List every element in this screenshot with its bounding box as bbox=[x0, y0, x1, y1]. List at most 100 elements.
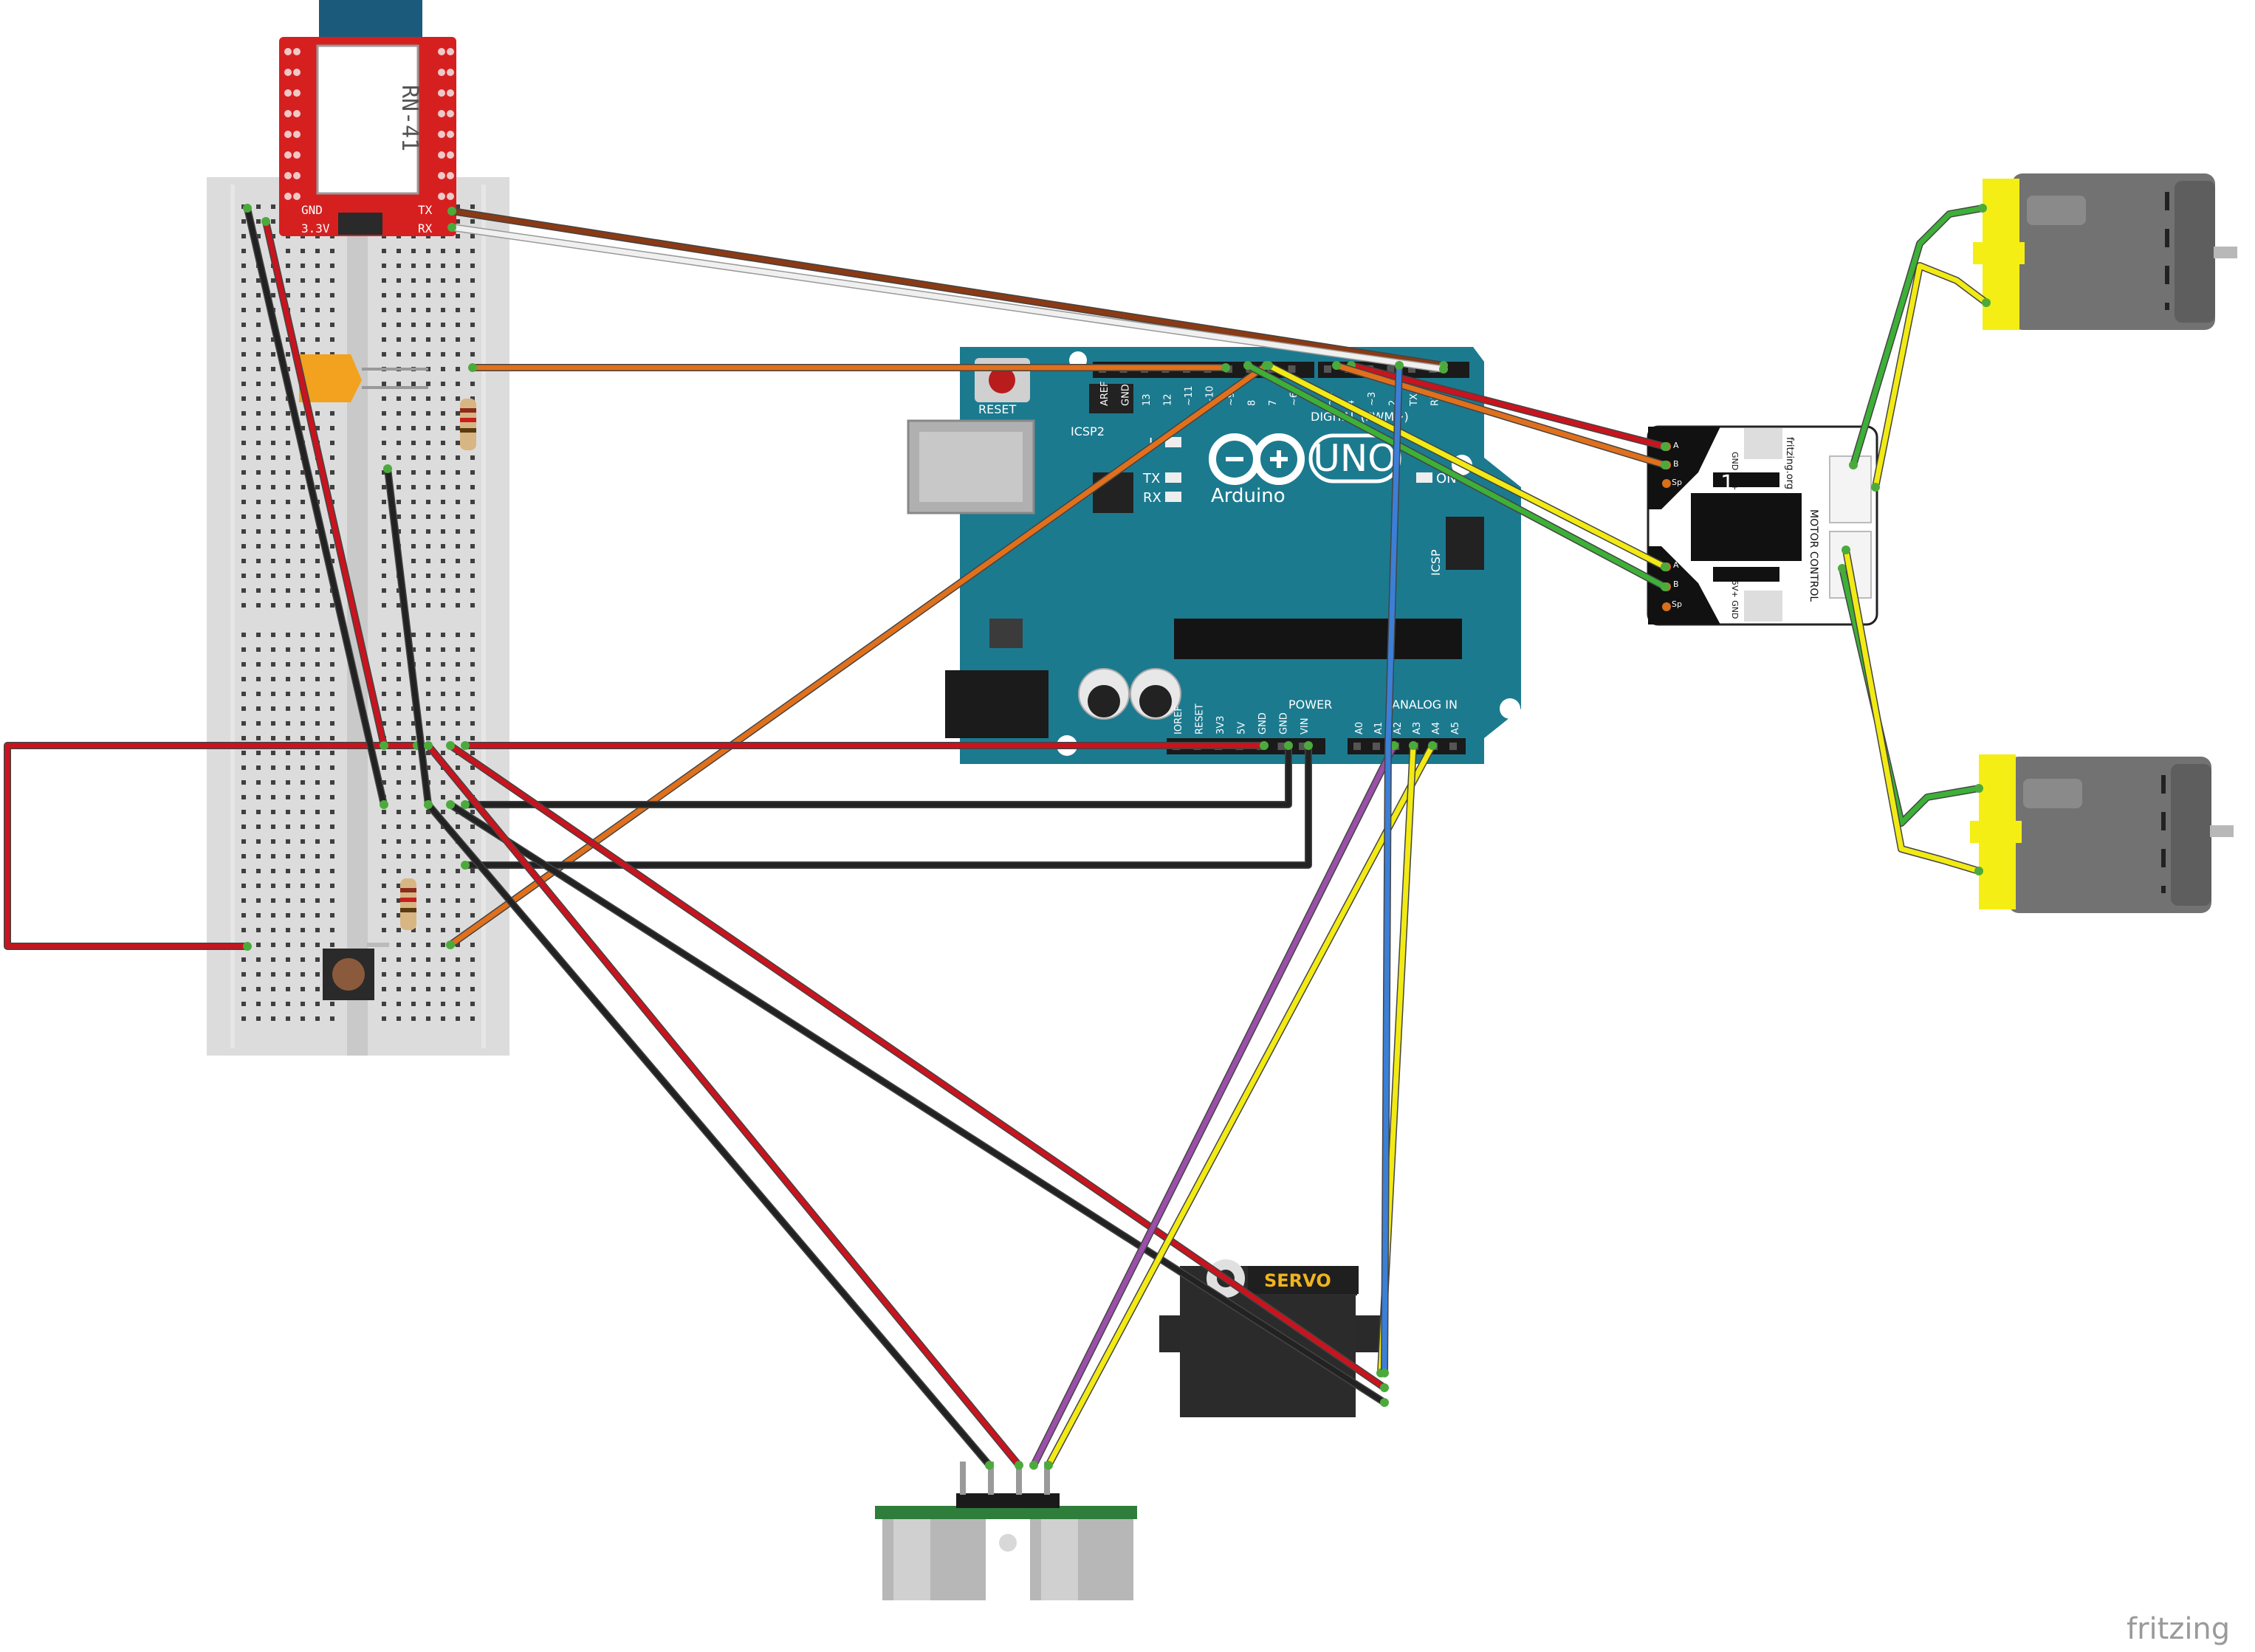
arduino-uno-board: RESET ICSP2 ICSP UNO Arduino TX RX bbox=[907, 347, 1521, 764]
breadboard-hole bbox=[397, 278, 401, 283]
breadboard-hole bbox=[441, 736, 445, 740]
breadboard-hole bbox=[271, 662, 275, 667]
breadboard-hole bbox=[271, 588, 275, 593]
breadboard-hole bbox=[256, 559, 261, 563]
header-pin bbox=[1324, 365, 1331, 373]
breadboard-hole bbox=[301, 736, 305, 740]
breadboard-hole bbox=[286, 441, 290, 445]
breadboard-hole bbox=[256, 308, 261, 312]
breadboard-hole bbox=[271, 721, 275, 726]
breadboard-hole bbox=[301, 810, 305, 814]
breadboard-hole bbox=[256, 411, 261, 416]
breadboard-hole bbox=[301, 706, 305, 711]
channel-2-label: 2 bbox=[1700, 563, 1714, 589]
breadboard-hole bbox=[271, 352, 275, 357]
breadboard-hole bbox=[470, 219, 475, 224]
analog-pin-label: A1 bbox=[1373, 722, 1384, 734]
breadboard-hole bbox=[441, 470, 445, 475]
breadboard-hole bbox=[301, 677, 305, 681]
wire-endpoint bbox=[1661, 582, 1669, 591]
breadboard-hole bbox=[441, 323, 445, 327]
breadboard-hole bbox=[441, 293, 445, 297]
breadboard-hole bbox=[456, 249, 460, 253]
header-pin bbox=[1353, 743, 1361, 750]
breadboard-hole bbox=[411, 529, 416, 534]
breadboard-hole bbox=[441, 751, 445, 755]
wire-endpoint bbox=[1871, 483, 1880, 492]
breadboard-hole bbox=[397, 337, 401, 342]
breadboard-hole bbox=[241, 219, 246, 224]
breadboard-hole bbox=[382, 677, 386, 681]
breadboard-hole bbox=[382, 352, 386, 357]
breadboard-hole bbox=[256, 485, 261, 489]
breadboard-hole bbox=[397, 810, 401, 814]
breadboard-hole bbox=[241, 721, 246, 726]
breadboard-hole bbox=[426, 485, 430, 489]
breadboard-hole bbox=[256, 337, 261, 342]
breadboard-hole bbox=[397, 869, 401, 873]
breadboard-hole bbox=[441, 603, 445, 608]
breadboard-hole bbox=[286, 957, 290, 962]
breadboard-hole bbox=[301, 426, 305, 430]
breadboard-hole bbox=[382, 957, 386, 962]
digital-pin-label: GND bbox=[1121, 384, 1132, 406]
breadboard-hole bbox=[397, 662, 401, 667]
breadboard-hole bbox=[271, 987, 275, 991]
breadboard bbox=[207, 177, 509, 1056]
breadboard-hole bbox=[426, 382, 430, 386]
breadboard-hole bbox=[397, 987, 401, 991]
breadboard-hole bbox=[397, 780, 401, 785]
breadboard-hole bbox=[241, 426, 246, 430]
breadboard-hole bbox=[256, 278, 261, 283]
breadboard-hole bbox=[286, 677, 290, 681]
wire-endpoint bbox=[383, 464, 392, 473]
wire-blue-servo bbox=[1382, 362, 1402, 1376]
breadboard-hole bbox=[286, 293, 290, 297]
breadboard-hole bbox=[241, 810, 246, 814]
breadboard-hole bbox=[397, 884, 401, 888]
breadboard-hole bbox=[456, 219, 460, 224]
breadboard-hole bbox=[271, 810, 275, 814]
breadboard-hole bbox=[426, 736, 430, 740]
breadboard-hole bbox=[286, 249, 290, 253]
breadboard-hole bbox=[426, 884, 430, 888]
breadboard-hole bbox=[256, 455, 261, 460]
breadboard-hole bbox=[301, 603, 305, 608]
breadboard-hole bbox=[271, 529, 275, 534]
breadboard-hole bbox=[241, 825, 246, 829]
breadboard-hole bbox=[411, 972, 416, 977]
breadboard-hole bbox=[315, 721, 320, 726]
breadboard-hole bbox=[411, 1016, 416, 1021]
breadboard-hole bbox=[470, 204, 475, 209]
breadboard-hole bbox=[411, 633, 416, 637]
breadboard-hole bbox=[256, 884, 261, 888]
breadboard-hole bbox=[315, 943, 320, 947]
breadboard-hole bbox=[330, 603, 334, 608]
breadboard-hole bbox=[441, 898, 445, 903]
breadboard-hole bbox=[271, 869, 275, 873]
breadboard-hole bbox=[241, 337, 246, 342]
breadboard-hole bbox=[301, 765, 305, 770]
breadboard-hole bbox=[441, 780, 445, 785]
breadboard-hole bbox=[426, 1002, 430, 1006]
breadboard-hole bbox=[301, 249, 305, 253]
breadboard-hole bbox=[426, 825, 430, 829]
breadboard-hole bbox=[330, 426, 334, 430]
breadboard-hole bbox=[470, 308, 475, 312]
breadboard-hole bbox=[456, 706, 460, 711]
breadboard-hole bbox=[330, 928, 334, 932]
breadboard-hole bbox=[256, 692, 261, 696]
breadboard-hole bbox=[441, 943, 445, 947]
analog-pin-label: A4 bbox=[1431, 722, 1442, 734]
wire-endpoint bbox=[1221, 363, 1230, 372]
breadboard-hole bbox=[426, 249, 430, 253]
breadboard-hole bbox=[397, 677, 401, 681]
breadboard-hole bbox=[382, 559, 386, 563]
breadboard-hole bbox=[382, 662, 386, 667]
tantalum-capacitor bbox=[299, 354, 428, 402]
breadboard-hole bbox=[301, 780, 305, 785]
breadboard-hole bbox=[456, 692, 460, 696]
breadboard-hole bbox=[382, 972, 386, 977]
uno-logo-text: UNO bbox=[1313, 437, 1396, 480]
breadboard-hole bbox=[271, 293, 275, 297]
